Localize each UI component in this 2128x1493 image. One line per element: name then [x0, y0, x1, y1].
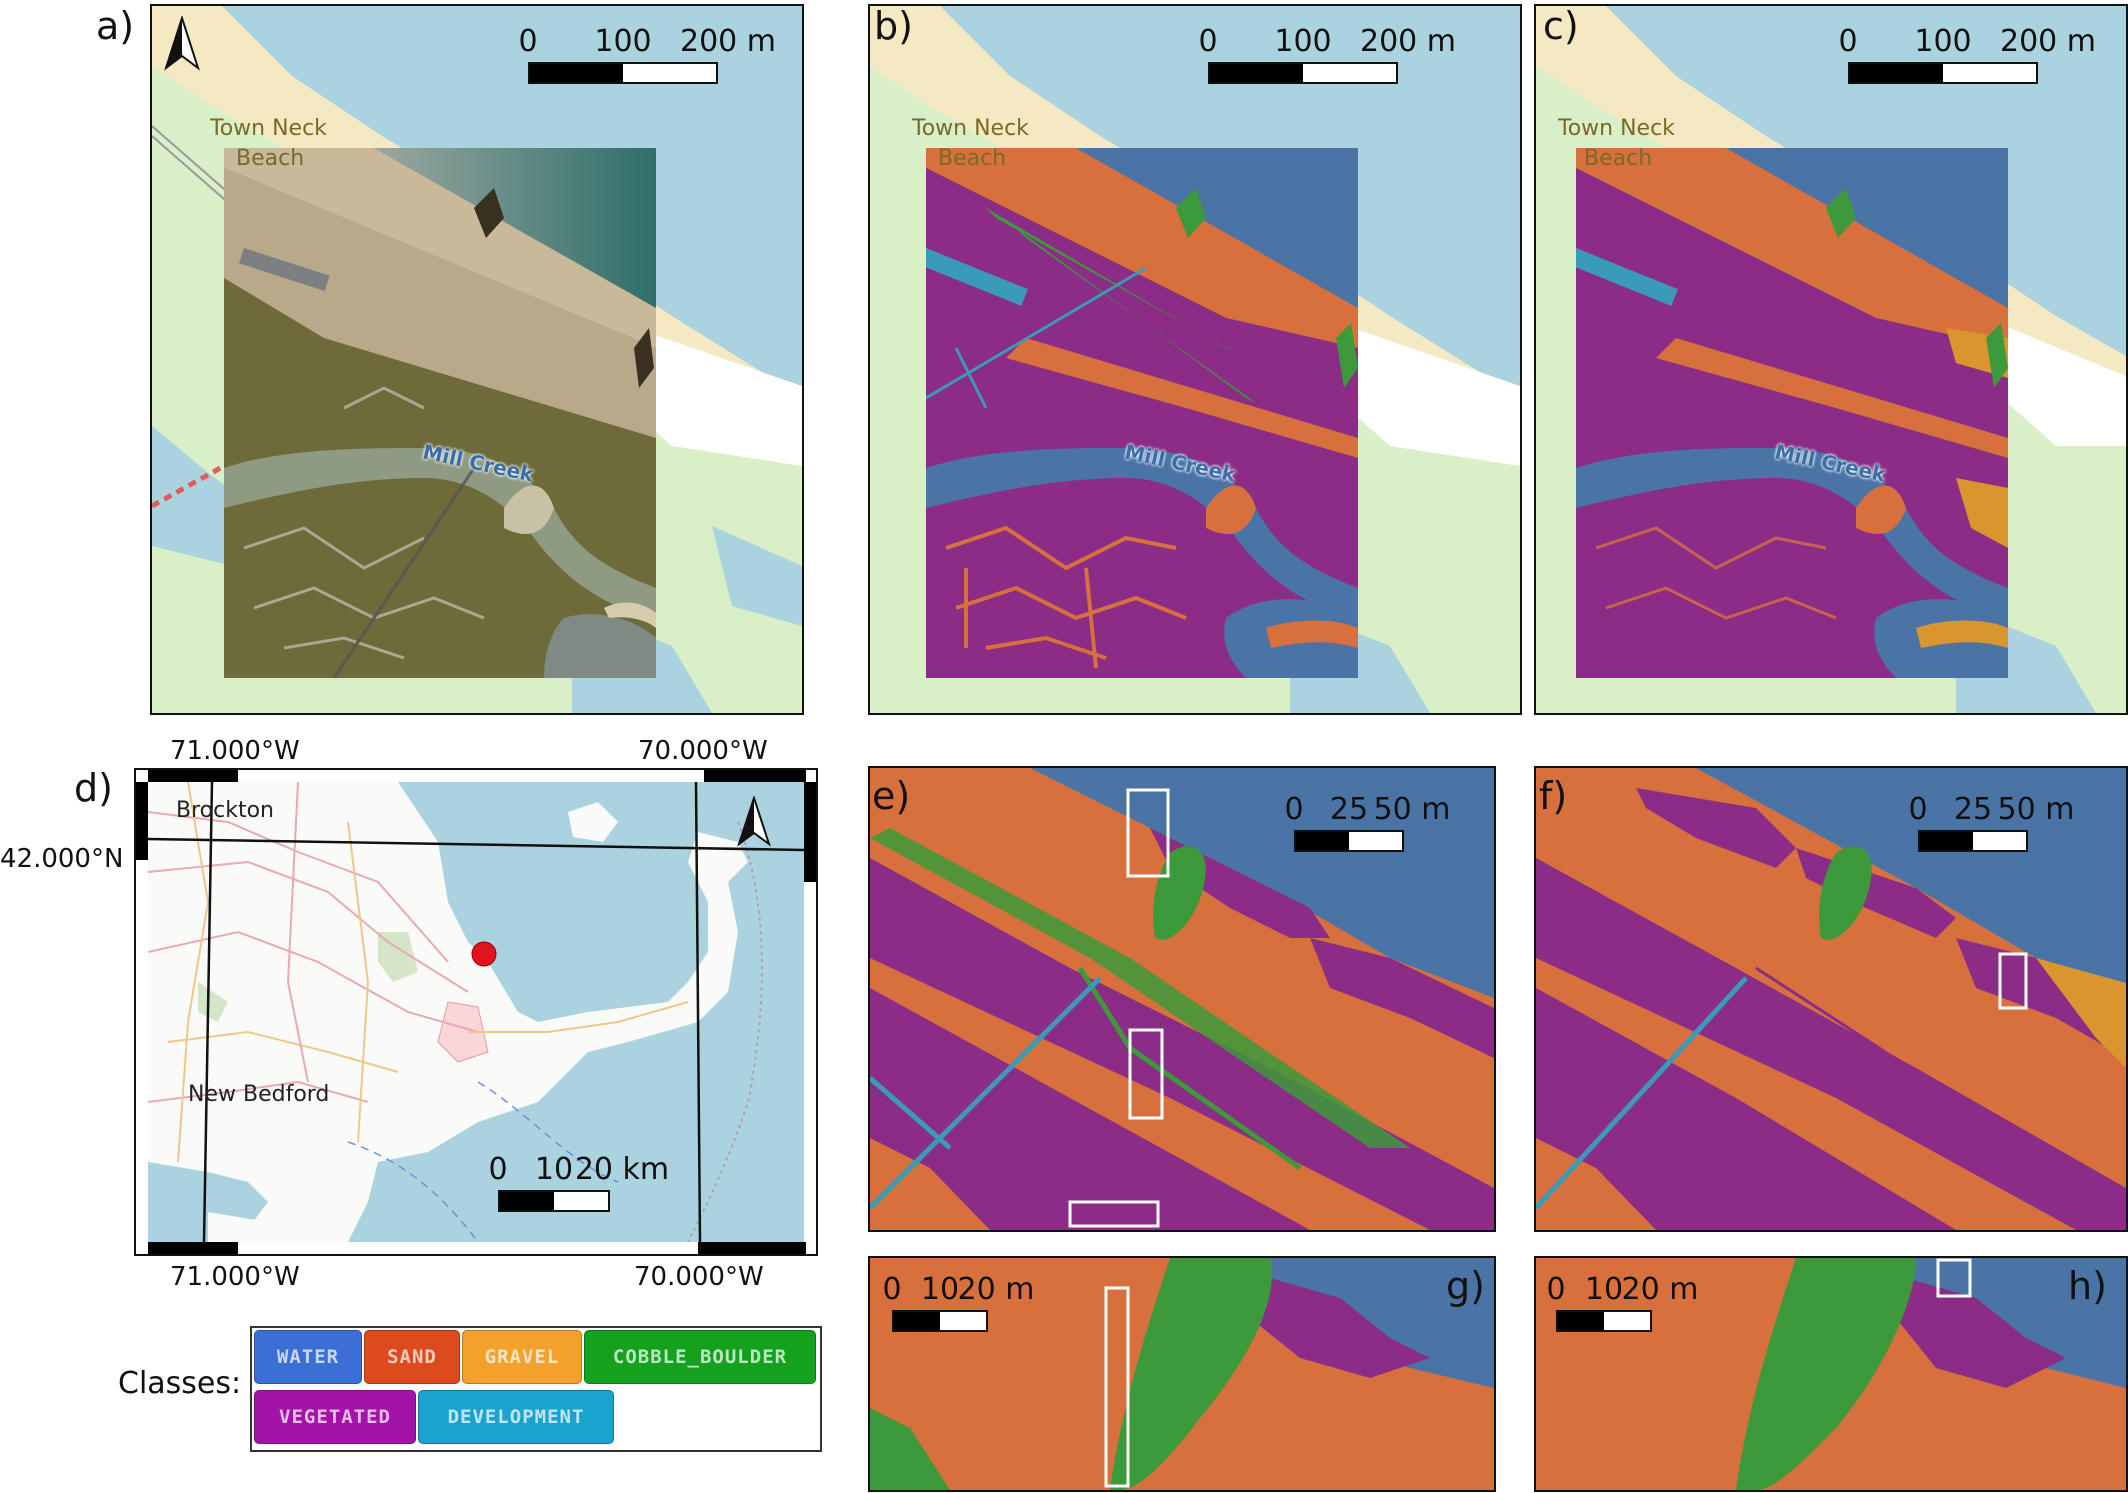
segmentation-zoom-e — [870, 768, 1494, 1230]
segmentation-zoom-h — [1536, 1258, 2126, 1490]
scalebar-tick: 100 — [1274, 24, 1332, 59]
legend-label-development: DEVELOPMENT — [447, 1406, 585, 1428]
legend-chip-water: WATER — [254, 1330, 362, 1384]
scalebar-e: 0 25 50 m — [1284, 792, 1450, 852]
scalebar-tick: 20 m — [957, 1272, 1035, 1307]
scalebar-tick: 25 — [1329, 792, 1369, 827]
scalebar-tick: 0 — [1838, 24, 1858, 59]
overview-frame: Brockton New Bedford 0 10 20 km — [134, 768, 818, 1256]
scalebar-d: 0 10 20 km — [488, 1152, 669, 1212]
legend-chip-sand: SAND — [364, 1330, 460, 1384]
segmentation-overlay-b — [926, 148, 1358, 678]
highlight-box — [1936, 1258, 1972, 1298]
scalebar-h: 0 10 20 m — [1546, 1272, 1698, 1332]
map-panel-g: 0 10 20 m — [868, 1256, 1496, 1492]
lon-label-top-right: 70.000°W — [638, 736, 768, 766]
legend-chip-gravel: GRAVEL — [462, 1330, 582, 1384]
legend-label-vegetated: VEGETATED — [279, 1406, 391, 1428]
scalebar-tick: 0 — [1198, 24, 1218, 59]
place-label-beach: Beach — [938, 146, 1007, 171]
place-label-town-neck: Town Neck — [1558, 116, 1675, 141]
highlight-box — [1128, 1028, 1164, 1120]
panel-label-d: d) — [74, 766, 113, 810]
legend-label-water: WATER — [276, 1346, 340, 1368]
panel-label-c: c) — [1543, 4, 1579, 48]
class-legend: WATER SAND GRAVEL COBBLE_BOULDER VEGETAT… — [250, 1326, 822, 1452]
legend-chip-cobble-boulder: COBBLE_BOULDER — [584, 1330, 816, 1384]
place-label-beach: Beach — [1584, 146, 1653, 171]
segmentation-zoom-g — [870, 1258, 1494, 1490]
scalebar-tick: 0 — [1546, 1272, 1566, 1307]
scalebar-b: 0 100 200 m — [1198, 24, 1456, 84]
map-panel-e: 0 25 50 m — [868, 766, 1496, 1232]
scalebar-tick: 0 — [1908, 792, 1928, 827]
highlight-box — [1068, 1200, 1160, 1228]
scalebar-a: 0 100 200 m — [518, 24, 776, 84]
scalebar-tick: 20 m — [1621, 1272, 1699, 1307]
panel-label-h: h) — [2068, 1264, 2107, 1308]
map-panel-b: Town Neck Beach Mill Creek 0 100 200 m — [868, 4, 1522, 715]
scalebar-tick: 200 m — [1359, 24, 1457, 59]
highlight-box — [1998, 952, 2028, 1010]
place-label-town-neck: Town Neck — [210, 116, 327, 141]
lon-label-bottom-left: 71.000°W — [170, 1262, 300, 1292]
overview-map — [148, 782, 804, 1242]
map-panel-h: 0 10 20 m — [1534, 1256, 2128, 1492]
scalebar-tick: 10 — [1584, 1272, 1624, 1307]
scalebar-tick: 10 — [920, 1272, 960, 1307]
segmentation-overlay-c — [1576, 148, 2008, 678]
panel-label-a: a) — [96, 4, 135, 48]
scalebar-tick: 100 — [594, 24, 652, 59]
panel-label-g: g) — [1446, 1264, 1485, 1308]
town-label-new-bedford: New Bedford — [188, 1082, 330, 1107]
town-label-brockton: Brockton — [176, 798, 274, 823]
lon-label-bottom-right: 70.000°W — [634, 1262, 764, 1292]
scalebar-tick: 50 m — [1997, 792, 2075, 827]
north-arrow-icon — [737, 796, 771, 847]
legend-chip-development: DEVELOPMENT — [418, 1390, 614, 1444]
scalebar-tick: 200 m — [1999, 24, 2097, 59]
scalebar-tick: 200 m — [679, 24, 777, 59]
panel-label-b: b) — [874, 4, 913, 48]
location-marker-icon — [471, 941, 497, 967]
map-panel-f: 0 25 50 m — [1534, 766, 2128, 1232]
scalebar-tick: 0 — [488, 1152, 508, 1187]
map-panel-c: Town Neck Beach Mill Creek 0 100 200 m — [1534, 4, 2128, 715]
highlight-box — [1104, 1286, 1130, 1488]
scalebar-tick: 100 — [1914, 24, 1972, 59]
scalebar-tick: 20 km — [574, 1152, 670, 1187]
legend-label-sand: SAND — [387, 1346, 437, 1368]
scalebar-tick: 50 m — [1373, 792, 1451, 827]
north-arrow-icon — [164, 16, 200, 71]
scalebar-c: 0 100 200 m — [1838, 24, 2096, 84]
scalebar-g: 0 10 20 m — [882, 1272, 1034, 1332]
place-label-town-neck: Town Neck — [912, 116, 1029, 141]
legend-title: Classes: — [118, 1366, 242, 1401]
lat-label: 42.000°N — [0, 844, 124, 874]
panel-label-f: f) — [1539, 774, 1568, 818]
scalebar-tick: 0 — [518, 24, 538, 59]
legend-label-gravel: GRAVEL — [484, 1346, 560, 1368]
lon-label-top-left: 71.000°W — [170, 736, 300, 766]
legend-chip-vegetated: VEGETATED — [254, 1390, 416, 1444]
legend-label-cobble-boulder: COBBLE_BOULDER — [612, 1346, 788, 1368]
scalebar-f: 0 25 50 m — [1908, 792, 2074, 852]
segmentation-zoom-f — [1536, 768, 2126, 1230]
aerial-photo — [224, 148, 656, 678]
scalebar-tick: 10 — [534, 1152, 574, 1187]
highlight-box — [1126, 788, 1170, 878]
scalebar-tick: 0 — [1284, 792, 1304, 827]
map-panel-a: Town Neck Beach Mill Creek 0 100 200 m — [150, 4, 804, 715]
scalebar-tick: 0 — [882, 1272, 902, 1307]
panel-label-e: e) — [872, 774, 911, 818]
place-label-beach: Beach — [236, 146, 305, 171]
scalebar-tick: 25 — [1953, 792, 1993, 827]
